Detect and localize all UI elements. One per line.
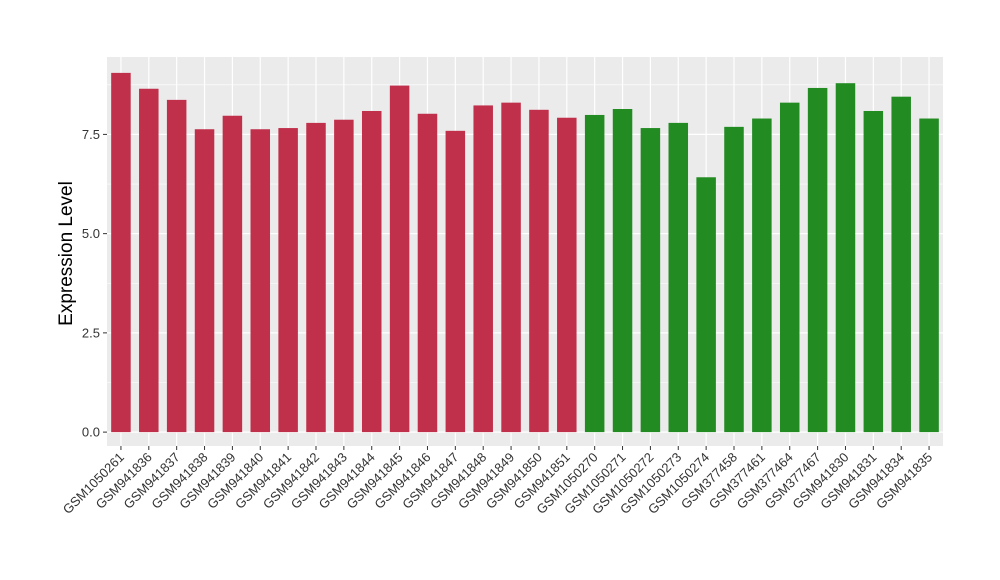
bars-group — [111, 72, 939, 433]
bar-GSM377458 — [724, 126, 744, 433]
bar-GSM1050273 — [668, 122, 689, 433]
bar-GSM941851 — [557, 117, 577, 433]
bar-GSM941841 — [278, 128, 298, 433]
bar-GSM1050270 — [584, 114, 605, 433]
bar-GSM1050272 — [640, 128, 661, 433]
bar-GSM941831 — [863, 110, 884, 433]
bar-GSM941849 — [501, 102, 521, 433]
y-tick-label: 5.0 — [82, 226, 100, 241]
bar-GSM1050261 — [111, 72, 131, 433]
bar-GSM941836 — [139, 88, 159, 433]
bar-GSM941845 — [389, 85, 410, 433]
plot-panel-background — [107, 57, 943, 446]
bar-GSM941850 — [529, 109, 549, 433]
x-axis: GSM1050261GSM941836GSM941837GSM941838GSM… — [60, 446, 935, 517]
bar-GSM941847 — [445, 130, 466, 433]
bar-GSM941840 — [250, 129, 271, 433]
bar-GSM941830 — [835, 83, 856, 433]
y-axis-title: Expression Level — [56, 181, 77, 326]
bar-GSM377461 — [752, 118, 772, 433]
bar-GSM1050271 — [612, 108, 633, 433]
bar-GSM941842 — [306, 122, 326, 433]
bar-GSM941837 — [166, 99, 187, 433]
y-axis: 0.0 2.5 5.0 7.5 — [82, 127, 107, 440]
bar-GSM377467 — [807, 87, 828, 433]
bar-GSM941834 — [891, 96, 911, 433]
bar-GSM941839 — [222, 115, 243, 433]
bar-GSM941835 — [919, 118, 939, 433]
minor-gridlines — [107, 84, 943, 383]
y-tick-label: 7.5 — [82, 127, 100, 142]
bar-GSM377464 — [779, 102, 800, 433]
bar-GSM941844 — [361, 110, 382, 433]
y-tick-label: 2.5 — [82, 325, 100, 340]
bar-GSM1050274 — [696, 177, 716, 433]
bar-GSM941846 — [417, 113, 438, 433]
y-tick-label: 0.0 — [82, 425, 100, 440]
bar-GSM941848 — [473, 105, 493, 433]
bar-GSM941843 — [334, 119, 354, 433]
bar-GSM941838 — [194, 129, 215, 433]
